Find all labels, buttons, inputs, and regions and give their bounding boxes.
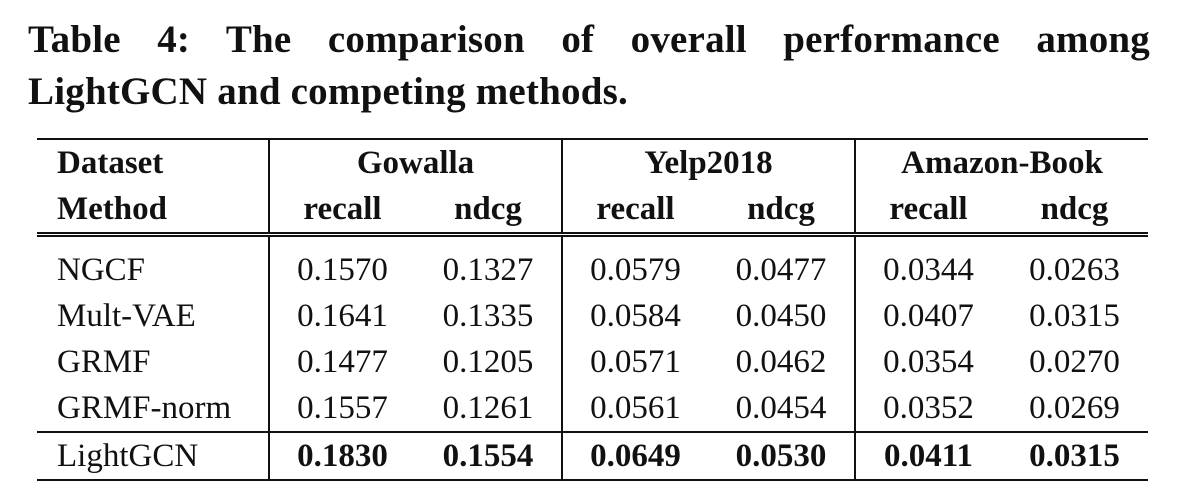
results-table: Dataset Gowalla Yelp2018 Amazon-Book Met… (37, 138, 1148, 481)
metric-value-cell: 0.0352 (883, 390, 974, 426)
method-name-cell: GRMF (37, 339, 270, 385)
metric-header-amazon-book-recall: recall (855, 186, 1001, 237)
method-name-cell: NGCF (37, 247, 270, 293)
table-row: NGCF 0.1570 0.1327 0.0579 0.0477 0.0344 0.0263 (37, 247, 1148, 293)
metric-header-amazon-book-ndcg: ndcg (1001, 186, 1148, 237)
metric-value-cell: 0.0450 (708, 293, 856, 339)
metric-value-cell: 0.0584 (590, 298, 681, 334)
metric-header-gowalla-recall: recall (269, 186, 415, 237)
metric-value-cell: 0.0263 (1029, 252, 1120, 288)
table-row: LightGCN 0.1830 0.1554 0.0649 0.0530 0.0411 0.… (37, 431, 1148, 481)
metric-header-yelp2018-ndcg: ndcg (708, 186, 856, 237)
table-row: Mult-VAE 0.1641 0.1335 0.0584 0.0450 0.0407 0.… (37, 293, 1148, 339)
metric-value-cell: 0.0571 (590, 344, 681, 380)
results-table-body: Dataset Gowalla Yelp2018 Amazon-Book Met… (37, 138, 1148, 481)
table-row: GRMF-norm 0.1557 0.1261 0.0561 0.0454 0.0352 0… (37, 385, 1148, 432)
dataset-header-amazon-book: Amazon-Book (855, 138, 1148, 186)
table-caption: Table 4: The comparison of overall perfo… (28, 18, 1150, 113)
metric-header-yelp2018-recall: recall (562, 186, 708, 237)
metric-value-cell: 0.0579 (590, 252, 681, 288)
dataset-header-yelp2018: Yelp2018 (562, 138, 856, 186)
metric-value-cell: 0.1205 (415, 339, 563, 385)
metric-value-cell: 0.0315 (1001, 431, 1148, 481)
metric-value-cell: 0.0477 (708, 247, 856, 293)
metric-value-cell: 0.1327 (415, 247, 563, 293)
metric-value-cell: 0.1830 (269, 431, 415, 481)
metric-value-cell: 0.0315 (1029, 298, 1120, 334)
metric-value-cell: 0.0411 (855, 431, 1001, 481)
metric-value-cell: 0.0462 (708, 339, 856, 385)
metric-value-cell: 0.0530 (708, 431, 856, 481)
metric-value-cell: 0.0269 (1029, 390, 1120, 426)
metric-header-gowalla-ndcg: ndcg (415, 186, 563, 237)
metric-value-cell: 0.0454 (708, 385, 856, 432)
dataset-header-gowalla: Gowalla (269, 138, 563, 186)
header-row-datasets: Dataset Gowalla Yelp2018 Amazon-Book (37, 138, 1148, 186)
results-table-container: Dataset Gowalla Yelp2018 Amazon-Book Met… (37, 138, 1148, 481)
method-header-label: Method (37, 186, 270, 237)
metric-value-cell: 0.1641 (297, 298, 388, 334)
metric-value-cell: 0.1261 (415, 385, 563, 432)
metric-value-cell: 0.1335 (415, 293, 563, 339)
metric-value-cell: 0.0270 (1029, 344, 1120, 380)
header-spacer-row (37, 234, 1148, 247)
method-name-cell: LightGCN (37, 431, 270, 481)
metric-value-cell: 0.1570 (297, 252, 388, 288)
metric-value-cell: 0.0649 (562, 431, 708, 481)
table-row: GRMF 0.1477 0.1205 0.0571 0.0462 0.0354 0.0270 (37, 339, 1148, 385)
metric-value-cell: 0.1554 (415, 431, 563, 481)
metric-value-cell: 0.1557 (297, 390, 388, 426)
header-row-metrics: Method recall ndcg recall ndcg recall nd… (37, 186, 1148, 237)
metric-value-cell: 0.0561 (590, 390, 681, 426)
dataset-header-label: Dataset (37, 138, 270, 186)
metric-value-cell: 0.1477 (297, 344, 388, 380)
method-name-cell: GRMF-norm (37, 385, 270, 432)
metric-value-cell: 0.0354 (883, 344, 974, 380)
metric-value-cell: 0.0344 (883, 252, 974, 288)
metric-value-cell: 0.0407 (883, 298, 974, 334)
method-name-cell: Mult-VAE (37, 293, 270, 339)
